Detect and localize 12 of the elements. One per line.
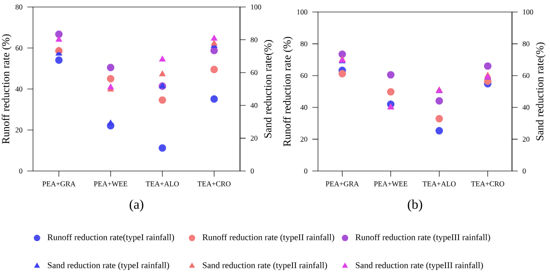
legend-label: Runoff reduction rate (typeII rainfall) <box>202 234 334 242</box>
legend-label: Sand reduction rate (typeII rainfall) <box>202 262 328 270</box>
legend-label: Sand reduction rate (typeI rainfall) <box>48 262 170 270</box>
x-axis-title: (a) <box>130 199 144 212</box>
legend-label: Runoff reduction rate (typeIII rainfall) <box>356 234 490 242</box>
y-axis-title: Runoff reduction rate (%) <box>283 36 293 146</box>
y2-axis-title: Sand reduction rate(%) <box>264 40 274 138</box>
x-axis-title: (b) <box>408 199 422 212</box>
legend-label: Sand reduction rate (typeIII rainfall) <box>356 262 483 270</box>
legend-label: Runoff reduction rate(typeI rainfall) <box>48 234 174 242</box>
y-axis-title: Runoff reduction rate (%) <box>2 34 12 144</box>
y2-axis-title: Sand reduction rate(%) <box>536 42 546 140</box>
